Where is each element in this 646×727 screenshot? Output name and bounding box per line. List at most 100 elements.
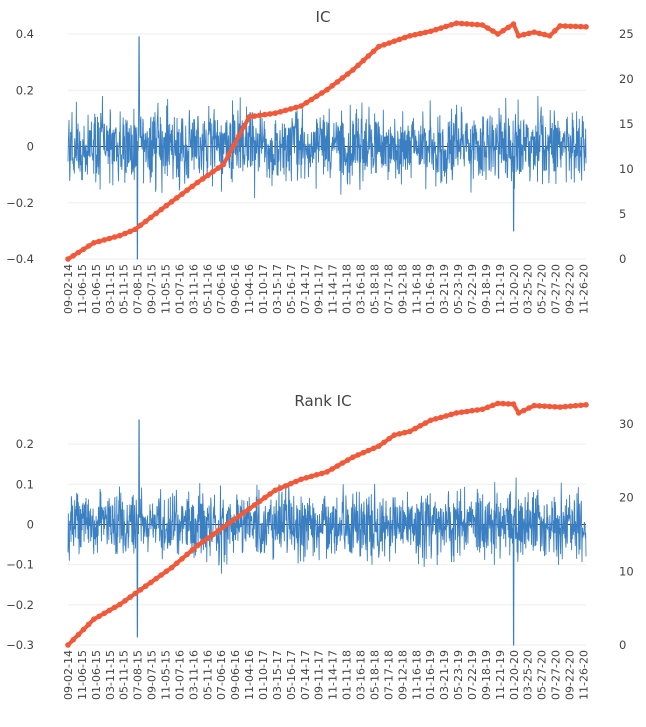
cumulative-ic-marker <box>293 104 299 111</box>
x-tick-label: 11-05-15 <box>160 650 173 700</box>
cumulative-ic-marker <box>303 100 310 106</box>
x-tick-label: 09-22-20 <box>563 264 576 314</box>
x-tick-label: 07-17-18 <box>382 264 395 314</box>
cumulative-ic-marker <box>189 547 196 553</box>
chart-title: Rank IC <box>294 392 351 410</box>
cumulative-ic-marker <box>422 29 429 36</box>
cumulative-ic-marker <box>163 202 170 209</box>
cumulative-ic-marker <box>215 528 221 534</box>
x-tick-label: 07-22-19 <box>466 264 479 314</box>
x-tick-label: 09-02-14 <box>62 264 75 314</box>
y-right-tick-label: 5 <box>619 207 626 221</box>
cumulative-ic-marker <box>510 21 517 27</box>
cumulative-ic-marker <box>272 487 279 494</box>
cumulative-ic-marker <box>370 445 377 452</box>
cumulative-ic-marker <box>438 25 444 31</box>
cumulative-ic-marker <box>75 249 82 256</box>
y-right-tick-label: 25 <box>619 27 634 41</box>
cumulative-ic-marker <box>251 502 258 508</box>
cumulative-ic-marker <box>142 583 149 589</box>
cumulative-ic-marker <box>422 420 429 426</box>
y-left-tick-label: −0.2 <box>6 598 34 612</box>
chart-title: IC <box>316 8 331 26</box>
cumulative-ic-marker <box>319 470 325 477</box>
cumulative-ic-marker <box>91 240 97 246</box>
cumulative-ic-marker <box>142 218 149 225</box>
x-tick-label: 11-14-17 <box>327 650 340 700</box>
cumulative-ic-marker <box>96 238 102 245</box>
cumulative-ic-marker <box>350 454 356 460</box>
x-tick-label: 09-11-17 <box>313 650 326 700</box>
cumulative-ic-marker <box>174 195 180 201</box>
cumulative-ic-marker <box>127 594 133 600</box>
x-tick-label: 09-12-18 <box>396 650 409 700</box>
cumulative-ic-marker <box>210 531 216 538</box>
cumulative-ic-marker <box>80 246 87 253</box>
x-tick-label: 07-06-16 <box>215 650 228 700</box>
cumulative-ic-marker <box>557 23 563 29</box>
y-right-tick-label: 30 <box>619 417 634 431</box>
x-tick-label: 01-16-19 <box>424 264 437 314</box>
cumulative-ic-marker <box>479 22 486 28</box>
cumulative-ic-marker <box>490 402 496 409</box>
x-tick-label: 11-05-15 <box>160 264 173 314</box>
cumulative-ic-marker <box>199 539 206 545</box>
cumulative-ic-marker <box>308 96 315 103</box>
x-tick-label: 03-25-20 <box>522 650 535 700</box>
cumulative-ic-marker <box>272 110 279 116</box>
cumulative-ic-marker <box>220 161 227 168</box>
cumulative-ic-marker <box>458 20 465 27</box>
y-left-tick-label: −0.4 <box>6 252 34 266</box>
x-tick-label: 09-06-16 <box>229 264 242 314</box>
x-tick-label: 05-23-19 <box>452 650 465 700</box>
x-tick-label: 01-11-18 <box>341 650 354 700</box>
cumulative-ic-marker <box>168 564 175 571</box>
y-right-tick-label: 15 <box>619 117 634 131</box>
cumulative-ic-marker <box>158 572 164 578</box>
x-tick-label: 11-04-16 <box>243 264 256 314</box>
cumulative-ic-series <box>65 400 589 648</box>
x-tick-label: 01-06-15 <box>90 264 103 314</box>
cumulative-ic-marker <box>526 405 532 411</box>
cumulative-ic-marker <box>117 232 123 239</box>
cumulative-ic-marker <box>303 475 310 481</box>
cumulative-ic-marker <box>453 20 460 27</box>
x-tick-label: 05-16-17 <box>285 650 298 700</box>
x-tick-label: 05-18-18 <box>368 650 381 700</box>
x-tick-label: 03-16-18 <box>355 650 368 700</box>
cumulative-ic-marker <box>469 21 475 28</box>
x-tick-label: 09-18-19 <box>480 264 493 314</box>
cumulative-ic-marker <box>85 621 92 628</box>
y-left-tick-label: 0.4 <box>16 27 34 41</box>
y-left-tick-label: 0.1 <box>16 477 34 491</box>
cumulative-ic-marker <box>267 491 273 497</box>
x-tick-label: 01-10-17 <box>257 264 270 314</box>
x-tick-label: 05-27-20 <box>536 650 549 700</box>
cumulative-ic-marker <box>199 176 206 182</box>
cumulative-ic-marker <box>313 93 320 100</box>
x-tick-label: 11-06-15 <box>76 264 89 314</box>
cumulative-ic-marker <box>381 439 387 446</box>
cumulative-ic-marker <box>448 22 455 28</box>
cumulative-ic-marker <box>510 401 517 407</box>
cumulative-ic-marker <box>215 165 221 171</box>
cumulative-ic-marker <box>246 505 253 512</box>
cumulative-ic-marker <box>376 43 382 50</box>
cumulative-ic-marker <box>567 23 574 30</box>
cumulative-ic-marker <box>541 403 548 409</box>
cumulative-ic-marker <box>376 443 382 449</box>
cumulative-ic-marker <box>96 613 102 620</box>
cumulative-ic-marker <box>531 29 537 35</box>
x-tick-label: 03-11-15 <box>104 264 117 314</box>
cumulative-ic-marker <box>308 473 315 480</box>
cumulative-ic-marker <box>407 428 413 435</box>
x-tick-label: 05-18-18 <box>368 264 381 314</box>
cumulative-ic-marker <box>179 556 185 562</box>
cumulative-ic-marker <box>153 210 159 217</box>
cumulative-ic-marker <box>220 524 227 530</box>
x-tick-label: 05-23-19 <box>452 264 465 314</box>
x-tick-label: 01-11-18 <box>341 264 354 314</box>
y-left-tick-label: 0.2 <box>16 83 34 97</box>
cumulative-ic-marker <box>287 106 294 112</box>
cumulative-ic-marker <box>91 616 97 622</box>
